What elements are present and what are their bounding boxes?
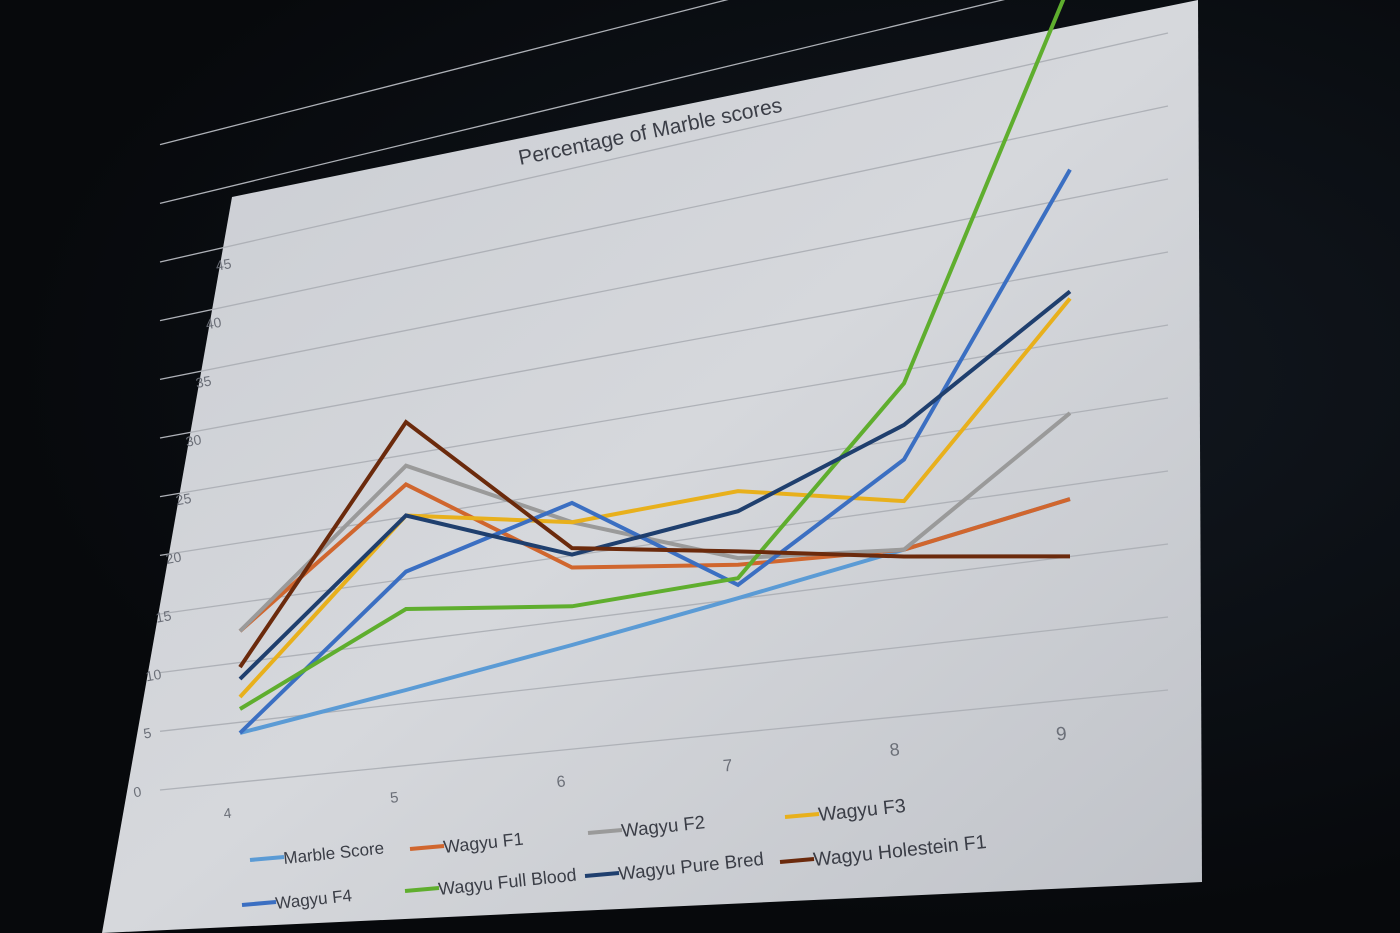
x-tick-label: 9 <box>1055 724 1068 746</box>
gridline <box>159 178 1169 380</box>
y-tick-label: 40 <box>204 314 222 332</box>
gridlines <box>159 0 1169 791</box>
gridline <box>159 251 1169 439</box>
series-lines <box>238 0 1072 735</box>
y-tick-label: 45 <box>214 255 232 273</box>
y-tick-label: 10 <box>144 666 162 684</box>
y-tick-label: 20 <box>164 548 182 566</box>
y-axis-ticks: 0 5 10 15 20 25 30 35 40 45 <box>132 255 233 800</box>
y-tick-label: 35 <box>194 372 212 390</box>
projection-screen <box>102 0 1202 933</box>
legend-swatch <box>249 855 285 862</box>
gridline <box>159 543 1169 674</box>
y-tick-label: 30 <box>184 431 202 449</box>
x-tick-label: 5 <box>389 789 399 807</box>
series-line-wagyu-f4 <box>238 168 1072 735</box>
y-tick-label: 25 <box>174 490 192 508</box>
gridline <box>159 397 1169 556</box>
legend-swatch <box>587 828 623 835</box>
gridline <box>159 32 1169 263</box>
legend-swatch <box>409 844 445 851</box>
series-line-wagyu-holestein-f1 <box>238 419 1071 669</box>
series-line-wagyu-f2 <box>238 411 1072 633</box>
gridline <box>159 0 729 146</box>
gridline <box>159 616 1169 732</box>
legend-swatch <box>584 871 620 878</box>
x-tick-label: 6 <box>556 773 567 791</box>
x-tick-label: 4 <box>223 805 233 822</box>
x-tick-label: 7 <box>722 756 733 776</box>
x-tick-label: 8 <box>889 739 901 760</box>
legend-swatch <box>241 900 277 907</box>
gridline <box>159 0 1006 204</box>
gridline <box>159 324 1169 498</box>
series-line-wagyu-f3 <box>238 297 1072 699</box>
legend-swatch <box>404 886 440 893</box>
y-tick-label: 15 <box>154 607 172 625</box>
y-tick-label: 5 <box>142 724 153 741</box>
x-axis-ticks: 4 5 6 7 8 9 <box>223 724 1068 822</box>
series-line-wagyu-f1 <box>238 482 1071 633</box>
legend-swatch <box>779 857 815 864</box>
gridline <box>159 689 1169 791</box>
series-line-wagyu-pure-bred <box>238 289 1072 681</box>
series-line-wagyu-full-blood <box>238 0 1066 711</box>
legend-swatch <box>784 812 820 819</box>
y-tick-label: 0 <box>132 783 143 800</box>
gridline <box>159 105 1169 322</box>
